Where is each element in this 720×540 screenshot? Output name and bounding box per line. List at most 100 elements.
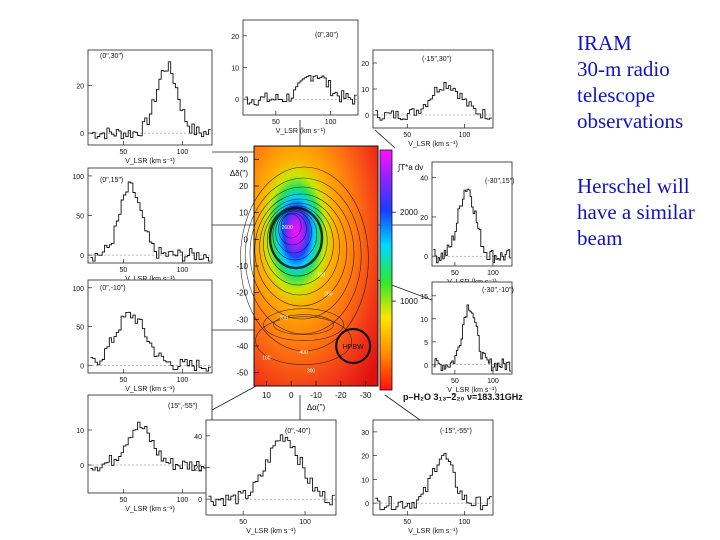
y-tick-label: 5 bbox=[424, 340, 428, 347]
spectrum-series-line bbox=[90, 421, 211, 473]
x-tick-label: 50 bbox=[120, 267, 128, 274]
x-tick-label: 100 bbox=[459, 132, 471, 139]
y-tick-label: 20 bbox=[361, 454, 369, 461]
caption-block-1: IRAM 30-m radio telescope observations bbox=[577, 30, 717, 134]
y-tick-label: 50 bbox=[76, 214, 84, 221]
contour-line bbox=[263, 202, 334, 286]
position-label: (15",-55") bbox=[168, 403, 197, 410]
x-tick-label: 50 bbox=[403, 519, 411, 526]
connector-line bbox=[211, 384, 259, 411]
spectrum-series-line bbox=[90, 181, 211, 262]
connector-line bbox=[374, 129, 396, 149]
x-tick-label: 100 bbox=[177, 377, 189, 384]
spectrum-series-line bbox=[90, 61, 211, 140]
colorbar-tick-label: 1000 bbox=[400, 297, 418, 306]
y-tick-label: 10 bbox=[361, 87, 369, 94]
spectrum-panel: 0 10 20 50 100 V_LSR (km s⁻¹) (0",30") bbox=[231, 19, 359, 135]
map-y-axis-label: Δδ('') bbox=[230, 169, 249, 178]
position-label: (0",-40") bbox=[285, 428, 311, 435]
y-tick-label: 10 bbox=[420, 317, 428, 324]
y-tick-label: 100 bbox=[72, 174, 84, 181]
intensity-map: 2600100200400300200100HPBW3020100-10-20-… bbox=[230, 145, 523, 412]
position-label: (0",30") bbox=[315, 32, 338, 39]
y-tick-label: 0 bbox=[80, 463, 84, 470]
map-y-tick-label: -20 bbox=[236, 289, 248, 298]
contour-line bbox=[280, 213, 302, 239]
x-tick-label: 50 bbox=[451, 378, 459, 385]
map-y-tick-label: 10 bbox=[239, 209, 248, 218]
position-label: (0",-10") bbox=[100, 285, 126, 292]
contour-line bbox=[255, 316, 352, 365]
caption-line: observations bbox=[577, 109, 684, 133]
map-y-tick-label: 30 bbox=[239, 155, 248, 164]
contour-line bbox=[273, 314, 334, 335]
spectrum-series-line bbox=[245, 75, 357, 106]
y-tick-label: 10 bbox=[231, 66, 239, 73]
map-x-tick-label: 10 bbox=[262, 391, 271, 400]
x-tick-label: 50 bbox=[120, 497, 128, 504]
beam-circle bbox=[335, 327, 372, 365]
y-tick-label: 0 bbox=[80, 253, 84, 260]
x-tick-label: 100 bbox=[325, 119, 337, 126]
contour-line bbox=[244, 177, 362, 335]
contour-label: 2600 bbox=[282, 225, 293, 231]
x-axis-label: V_LSR (km s⁻¹) bbox=[125, 386, 175, 393]
caption-line: Herschel will bbox=[577, 174, 690, 198]
y-tick-label: 20 bbox=[76, 84, 84, 91]
caption-line: have a similar bbox=[577, 200, 695, 224]
line-transition-label: p–H₂O 3₁₃–2₂₀ ν=183.31GHz bbox=[403, 392, 523, 402]
y-tick-label: 15 bbox=[420, 294, 428, 301]
y-tick-label: 0 bbox=[365, 501, 369, 508]
y-tick-label: 20 bbox=[231, 34, 239, 41]
y-tick-label: 0 bbox=[365, 113, 369, 120]
contour-label: 400 bbox=[299, 350, 308, 356]
contour-line bbox=[266, 205, 328, 277]
x-tick-label: 100 bbox=[299, 519, 311, 526]
y-tick-label: 40 bbox=[194, 434, 202, 441]
x-axis-label: V_LSR (km s⁻¹) bbox=[447, 387, 497, 394]
y-tick-label: 50 bbox=[76, 325, 84, 332]
map-y-tick-label: 20 bbox=[239, 182, 248, 191]
contour-line bbox=[268, 206, 324, 270]
colorbar-label: ∫T*a dv bbox=[397, 163, 423, 172]
caption-line: telescope bbox=[577, 83, 656, 107]
x-axis-label: V_LSR (km s⁻¹) bbox=[125, 276, 175, 283]
map-x-tick-label: -20 bbox=[335, 391, 347, 400]
contour-label: 200 bbox=[280, 315, 289, 321]
y-tick-label: 0 bbox=[424, 363, 428, 370]
y-tick-label: 0 bbox=[235, 97, 239, 104]
x-axis-label: V_LSR (km s⁻¹) bbox=[276, 128, 326, 135]
contour-line bbox=[278, 212, 307, 246]
spectrum-series-line bbox=[433, 188, 512, 264]
position-label: (-30",15") bbox=[485, 178, 514, 185]
x-axis-label: V_LSR (km s⁻¹) bbox=[246, 528, 296, 535]
spectrum-series-line bbox=[375, 82, 492, 121]
map-y-tick-label: -30 bbox=[236, 315, 248, 324]
map-x-tick-label: 0 bbox=[289, 391, 294, 400]
y-tick-label: 20 bbox=[194, 466, 202, 473]
x-axis-label: V_LSR (km s⁻¹) bbox=[408, 528, 458, 535]
caption-line: beam bbox=[577, 226, 623, 250]
y-tick-label: 10 bbox=[361, 477, 369, 484]
x-tick-label: 100 bbox=[177, 149, 189, 156]
panel-frame bbox=[87, 394, 213, 494]
panel-frame bbox=[87, 279, 213, 374]
heatmap-area bbox=[253, 145, 379, 387]
spectrum-series-line bbox=[433, 304, 512, 372]
x-tick-label: 100 bbox=[487, 378, 499, 385]
connector-line bbox=[384, 394, 421, 421]
x-axis-label: V_LSR (km s⁻¹) bbox=[408, 141, 458, 148]
contour-line bbox=[259, 198, 340, 296]
y-tick-label: 20 bbox=[420, 215, 428, 222]
x-tick-label: 50 bbox=[272, 119, 280, 126]
spectrum-panel: 0 5 10 15 50 100 V_LSR (km s⁻¹) (-30",-10") bbox=[420, 281, 514, 394]
colorbar-tick-label: 2000 bbox=[400, 208, 418, 217]
y-tick-label: 30 bbox=[361, 430, 369, 437]
map-y-tick-label: -10 bbox=[236, 262, 248, 271]
x-tick-label: 50 bbox=[120, 377, 128, 384]
